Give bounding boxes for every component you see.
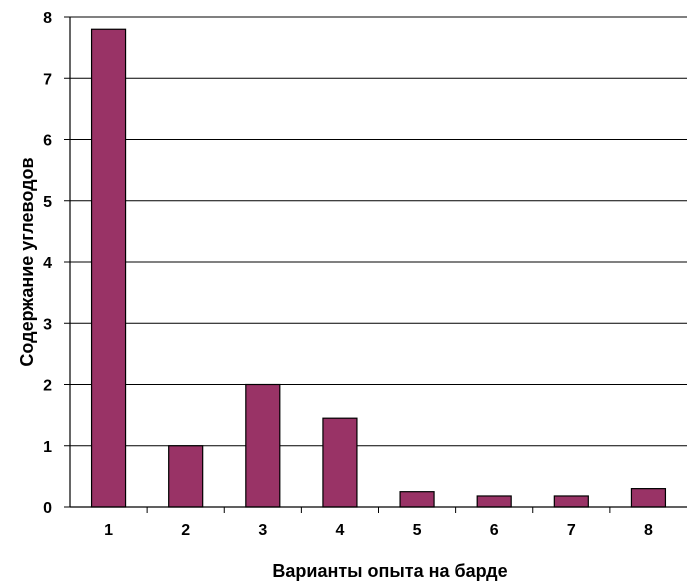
y-tick-label: 4 xyxy=(43,255,52,272)
y-tick-label: 6 xyxy=(43,133,52,150)
bar-1 xyxy=(90,28,127,508)
y-tick-label: 2 xyxy=(43,378,52,395)
bar-7 xyxy=(553,495,589,508)
x-tick-label: 5 xyxy=(413,522,422,539)
bar-8 xyxy=(630,488,667,508)
y-tick-label: 0 xyxy=(43,500,52,517)
bar-2 xyxy=(168,445,204,508)
gridlines xyxy=(70,16,687,447)
x-tick-label: 4 xyxy=(335,522,344,539)
y-tick-labels: 0 1 2 3 4 5 6 7 8 xyxy=(43,10,52,517)
x-tick-label: 2 xyxy=(181,522,190,539)
axes xyxy=(64,16,687,513)
y-tick-label: 1 xyxy=(43,439,52,456)
y-tick-label: 3 xyxy=(43,316,52,333)
bar-5 xyxy=(399,491,435,508)
x-tick-label: 3 xyxy=(258,522,267,539)
x-tick-label: 7 xyxy=(567,522,576,539)
bar-6 xyxy=(476,495,512,508)
bar-3 xyxy=(245,383,281,508)
x-tick-labels: 1 2 3 4 5 6 7 8 xyxy=(104,522,653,539)
x-tick-label: 6 xyxy=(490,522,499,539)
bars xyxy=(90,28,667,508)
y-tick-label: 8 xyxy=(43,10,52,27)
bar-4 xyxy=(322,417,358,508)
y-tick-label: 5 xyxy=(43,194,52,211)
x-tick-label: 8 xyxy=(644,522,653,539)
y-axis-label: Содержание углеводов xyxy=(17,157,37,366)
y-tick-label: 7 xyxy=(43,71,52,88)
x-tick-label: 1 xyxy=(104,522,113,539)
x-axis-label: Варианты опыта на барде xyxy=(272,561,507,581)
